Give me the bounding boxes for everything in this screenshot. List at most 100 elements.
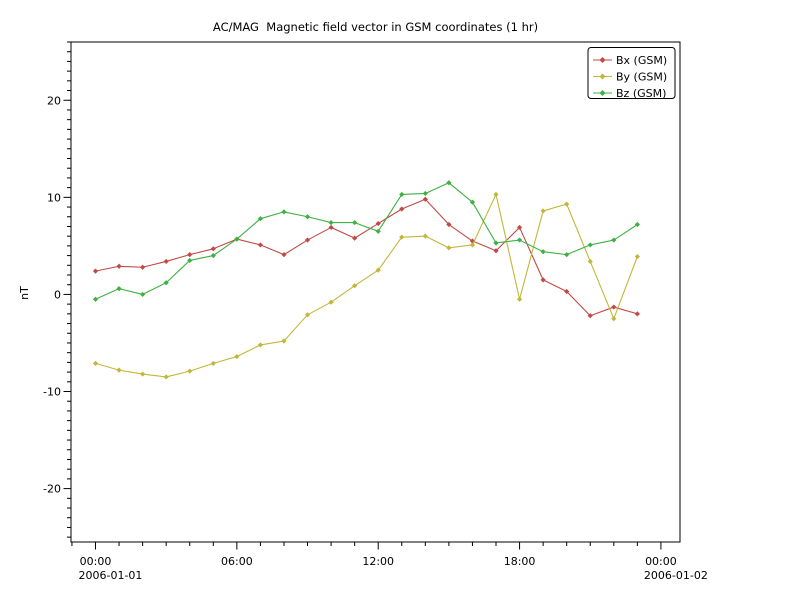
y-tick-label: 0 [54,288,61,301]
data-point-bx [587,313,593,319]
data-point-by [116,367,122,373]
x-tick-label: 00:00 [645,555,677,568]
series-line-bz [95,182,638,300]
data-point-by [210,360,216,366]
data-point-bz [469,199,476,205]
data-point-by [375,267,381,273]
legend-marker-bz [599,90,606,96]
x-tick-label: 06:00 [221,555,253,568]
y-tick-label: 10 [47,191,61,204]
data-point-bx [399,206,405,212]
y-tick-label: 20 [47,94,61,107]
data-point-bz [116,286,122,292]
legend-entry-bx: Bx (GSM) [593,54,667,67]
x-date-label: 2006-01-01 [79,569,143,582]
data-point-by [92,360,99,366]
data-point-bx [564,288,570,295]
data-point-bz [210,252,216,259]
data-point-bz [328,219,334,226]
data-point-by [611,316,617,322]
data-point-bx [446,221,452,228]
data-point-bz [422,190,428,197]
x-date-label: 2006-01-02 [644,569,708,582]
legend: Bx (GSM) By (GSM) Bz (GSM) [587,47,676,100]
data-point-bz [611,237,617,243]
data-point-bz [281,209,287,215]
data-point-bx [163,258,169,265]
data-point-bx [375,220,381,227]
legend-entry-by: By (GSM) [593,71,667,84]
data-point-by [140,371,146,377]
axis-ticks: 20 10 0 -10 -20 00:00 2006-01-01 06:00 12:00 18:0… [43,41,708,582]
x-tick-label: 12:00 [362,555,394,568]
data-point-bz [587,242,593,248]
data-point-by [493,191,499,198]
series-line-by [95,193,638,378]
legend-marker-bx [599,57,606,63]
data-point-by [352,283,358,289]
legend-label-bx: Bx (GSM) [616,54,667,67]
y-tick-label: -10 [43,386,61,399]
data-point-bx [540,277,546,283]
data-point-bx [493,248,499,254]
data-point-bz [234,236,240,242]
data-point-by [163,374,169,380]
data-point-bx [611,304,617,310]
data-point-bz [187,257,193,264]
data-point-by [446,245,452,251]
data-point-bx [422,196,428,202]
data-point-bz [516,237,523,243]
data-point-bx [469,238,476,244]
data-point-by [257,342,264,348]
data-point-bz [304,214,311,220]
data-point-bz [540,249,546,255]
data-point-bz [163,280,169,286]
data-point-bx [257,242,264,248]
series-line-bx [95,198,638,317]
data-point-bz [634,221,640,228]
data-point-bx [304,237,311,243]
data-point-bx [140,264,146,270]
legend-entry-bz: Bz (GSM) [593,87,666,100]
data-point-by [564,201,570,207]
chart-title: AC/MAG Magnetic field vector in GSM coor… [213,20,538,34]
data-point-bx [634,311,640,317]
data-point-bx [281,252,287,258]
data-point-bx [516,224,523,231]
data-point-bx [187,252,193,258]
data-point-bx [92,268,99,274]
data-point-by [634,253,640,260]
legend-label-bz: Bz (GSM) [616,87,666,100]
data-point-bz [375,228,381,234]
data-point-by [281,338,287,344]
data-point-bz [564,252,570,258]
data-point-bz [446,180,452,186]
data-point-bx [116,263,122,269]
data-point-bx [352,235,358,241]
data-point-bx [210,246,216,252]
data-point-bz [352,219,358,226]
plot-area [70,41,681,543]
data-point-bx [328,224,334,231]
y-axis-label: nT [18,286,31,300]
x-tick-label: 18:00 [504,555,536,568]
data-point-by [399,234,405,240]
data-point-bz [493,240,499,246]
legend-label-by: By (GSM) [616,71,667,84]
data-point-by [234,353,240,360]
data-point-by [540,208,546,214]
data-point-by [422,233,428,239]
y-tick-label: -20 [43,483,61,496]
data-point-bz [92,296,99,302]
data-point-by [304,312,311,318]
data-point-by [469,242,476,248]
data-point-bz [399,191,405,198]
data-point-by [516,296,523,302]
data-point-by [187,368,193,374]
legend-marker-by [599,73,606,80]
series-layer [92,180,640,380]
data-point-bz [140,291,146,298]
data-point-by [587,258,593,265]
